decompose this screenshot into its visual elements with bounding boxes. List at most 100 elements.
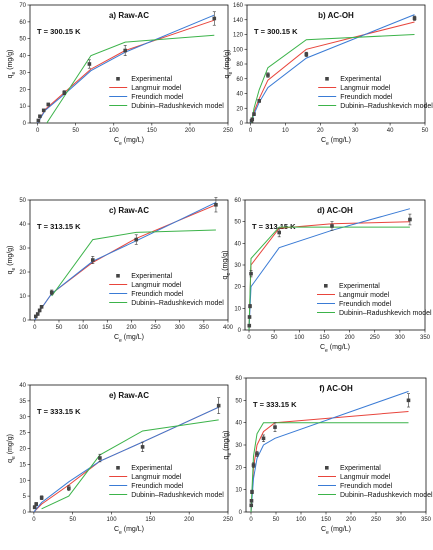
data-point bbox=[412, 16, 417, 21]
data-point bbox=[67, 486, 71, 490]
data-point bbox=[273, 425, 277, 429]
experimental-points bbox=[36, 11, 217, 123]
y-axis-label-sub: e bbox=[226, 273, 232, 276]
x-axis-label-sub: e bbox=[326, 141, 329, 147]
series-line-dubininradushkevich bbox=[46, 34, 215, 123]
x-tick-label: 20 bbox=[317, 128, 324, 134]
legend: Experimental Langmuir model Freundich mode… bbox=[317, 283, 432, 317]
data-point bbox=[252, 112, 256, 116]
data-point bbox=[277, 230, 281, 235]
legend-label: Freundich model bbox=[131, 94, 184, 101]
y-axis-label: qe (mg/g) bbox=[7, 50, 17, 79]
legend-marker-experimental bbox=[324, 284, 328, 288]
data-point bbox=[249, 503, 254, 508]
data-point bbox=[255, 452, 259, 456]
legend-marker-experimental bbox=[325, 77, 329, 81]
panel-a: 0 50 100 150 200 250 0 10 20 30 40 50 60 70 Ce (mg/L) q… bbox=[7, 3, 234, 147]
x-tick-label: 0 bbox=[32, 517, 36, 523]
data-point bbox=[251, 463, 256, 467]
x-axis-label-sub: e bbox=[119, 338, 122, 344]
y-tick-label: 20 bbox=[19, 87, 26, 93]
y-tick-label: 30 bbox=[19, 415, 26, 421]
experimental-points bbox=[32, 397, 221, 510]
x-axis-label-unit: (mg/L) bbox=[329, 526, 351, 533]
y-tick-label: 0 bbox=[23, 318, 27, 324]
x-tick-label: 50 bbox=[422, 128, 429, 134]
y-tick-label: 15 bbox=[19, 462, 26, 468]
data-point bbox=[38, 114, 42, 119]
x-tick-label: 200 bbox=[126, 325, 137, 331]
x-tick-label: 250 bbox=[371, 517, 382, 523]
data-point bbox=[39, 495, 44, 500]
panel-title: a) Raw-AC bbox=[109, 11, 149, 20]
x-tick-label: 200 bbox=[346, 517, 357, 523]
experimental-points bbox=[249, 393, 411, 508]
x-axis-label: Ce (mg/L) bbox=[114, 334, 144, 344]
data-point bbox=[248, 304, 252, 308]
legend-label: Freundich model bbox=[131, 291, 184, 298]
y-tick-label: 20 bbox=[236, 106, 243, 112]
legend-label: Langmuir model bbox=[340, 474, 391, 481]
x-axis-label-unit: (mg/L) bbox=[122, 334, 144, 341]
data-point bbox=[250, 490, 254, 494]
y-tick-label: 120 bbox=[233, 33, 244, 39]
data-point bbox=[32, 505, 37, 510]
data-point bbox=[46, 102, 51, 107]
x-tick-label: 50 bbox=[56, 325, 63, 331]
data-point bbox=[37, 308, 42, 313]
y-tick-label: 40 bbox=[234, 241, 241, 247]
y-axis-label-unit: (mg/g) bbox=[223, 431, 230, 453]
x-tick-label: 0 bbox=[33, 325, 37, 331]
legend-label: Freundich model bbox=[340, 94, 393, 101]
x-tick-label: 10 bbox=[282, 128, 289, 134]
y-tick-label: 0 bbox=[23, 121, 27, 127]
panel-title: f) AC-OH bbox=[319, 384, 353, 393]
y-axis-label: qe (mg/g) bbox=[222, 251, 232, 280]
y-tick-label: 40 bbox=[19, 222, 26, 228]
y-tick-label: 30 bbox=[19, 70, 26, 76]
data-point bbox=[214, 203, 218, 207]
panel-title: c) Raw-AC bbox=[109, 206, 149, 215]
x-tick-label: 300 bbox=[395, 335, 406, 341]
legend-label: Dubinin–Radushkevich model bbox=[339, 310, 432, 317]
y-tick-label: 50 bbox=[19, 37, 26, 43]
data-point bbox=[49, 290, 54, 295]
y-tick-label: 40 bbox=[19, 54, 26, 60]
data-point bbox=[36, 118, 41, 123]
legend-label: Experimental bbox=[131, 76, 172, 83]
x-axis-label-sub: e bbox=[119, 530, 122, 536]
series-line-freundich bbox=[250, 390, 409, 512]
plot-frame bbox=[29, 4, 229, 124]
y-tick-label: 20 bbox=[235, 465, 242, 471]
y-tick-label: 40 bbox=[235, 421, 242, 427]
y-tick-label: 20 bbox=[234, 285, 241, 291]
x-tick-label: 100 bbox=[294, 335, 305, 341]
y-axis-label-sub: e bbox=[227, 453, 233, 456]
data-point bbox=[330, 224, 334, 228]
y-axis-label-sub: e bbox=[11, 72, 17, 75]
legend-label: Dubinin–Radushkevich model bbox=[340, 103, 433, 110]
temperature-label: T = 333.15 K bbox=[37, 407, 81, 416]
y-axis-label-unit: (mg/g) bbox=[7, 434, 14, 456]
x-tick-label: 350 bbox=[199, 325, 210, 331]
data-point bbox=[140, 445, 145, 449]
temperature-label: T = 300.15 K bbox=[254, 27, 298, 36]
legend-label: Freundich model bbox=[131, 483, 184, 490]
x-axis-label: Ce (mg/L) bbox=[320, 344, 350, 354]
legend-label: Experimental bbox=[340, 465, 381, 472]
x-tick-label: 300 bbox=[396, 517, 407, 523]
y-tick-label: 10 bbox=[235, 488, 242, 494]
y-tick-label: 60 bbox=[236, 77, 243, 83]
legend-marker-experimental bbox=[116, 77, 120, 81]
data-point bbox=[87, 62, 92, 66]
legend-label: Langmuir model bbox=[339, 292, 390, 299]
y-axis-label-sub: e bbox=[11, 268, 17, 271]
data-point bbox=[34, 502, 39, 506]
x-tick-label: 400 bbox=[223, 325, 234, 331]
legend-label: Langmuir model bbox=[131, 282, 182, 289]
legend-marker-experimental bbox=[116, 274, 120, 278]
series-line-dubininradushkevich bbox=[248, 226, 410, 330]
legend-label: Experimental bbox=[340, 76, 381, 83]
y-tick-label: 0 bbox=[238, 328, 242, 334]
y-tick-label: 40 bbox=[236, 92, 243, 98]
